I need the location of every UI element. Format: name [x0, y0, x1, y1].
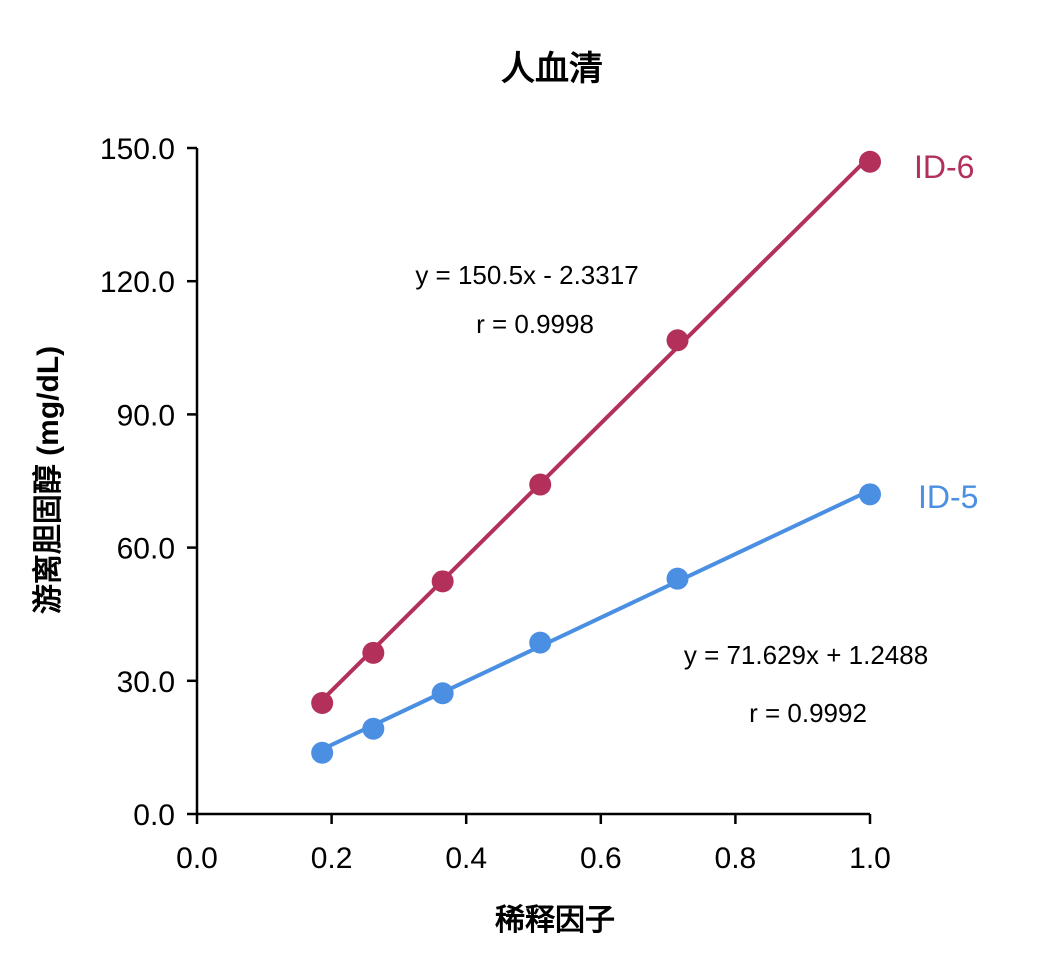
axes	[187, 146, 872, 824]
x-tick-label: 0.4	[445, 842, 487, 875]
data-point-id5	[362, 717, 385, 740]
equation-id6: y = 150.5x - 2.3317	[415, 260, 638, 290]
trendline-id6	[320, 154, 872, 702]
data-point-id6	[859, 150, 881, 173]
tick-labels: 0.0 30.0 60.0 90.0 120.0 150.0 0.0 0.2 0.4 0.6 0.8…	[100, 133, 891, 875]
data-point-id6	[362, 641, 385, 664]
y-tick-label: 30.0	[117, 666, 175, 699]
chart-title: 人血清	[501, 50, 603, 88]
data-points	[311, 150, 881, 764]
x-tick-label: 1.0	[849, 842, 891, 875]
series-label-id5: ID-5	[918, 479, 978, 515]
r-value-id6: r = 0.9998	[476, 309, 594, 339]
data-point-id6	[666, 329, 689, 352]
r-value-id5: r = 0.9992	[749, 698, 867, 728]
y-tick-label: 60.0	[117, 533, 175, 566]
y-tick-label: 120.0	[100, 266, 175, 299]
trendline-id5	[321, 488, 871, 752]
x-tick-label: 0.8	[715, 842, 757, 875]
data-point-id5	[529, 631, 552, 654]
trendlines	[320, 154, 872, 752]
y-axis-label: 游离胆固醇 (mg/dL)	[32, 346, 65, 614]
x-tick-label: 0.2	[311, 842, 353, 875]
data-point-id5	[666, 567, 689, 590]
series-label-id6: ID-6	[914, 149, 974, 185]
x-axis-label: 稀释因子	[495, 904, 615, 937]
equation-id5: y = 71.629x + 1.2488	[684, 640, 928, 670]
y-tick-label: 150.0	[100, 133, 175, 166]
data-point-id6	[529, 473, 552, 496]
data-point-id5	[431, 682, 454, 705]
data-point-id6	[431, 570, 454, 593]
x-tick-label: 0.6	[580, 842, 622, 875]
data-point-id5	[859, 483, 881, 506]
data-point-id6	[311, 692, 334, 714]
y-tick-label: 90.0	[117, 399, 175, 432]
y-tick-label: 0.0	[133, 799, 175, 832]
data-point-id5	[311, 741, 334, 764]
x-tick-label: 0.0	[176, 842, 218, 875]
